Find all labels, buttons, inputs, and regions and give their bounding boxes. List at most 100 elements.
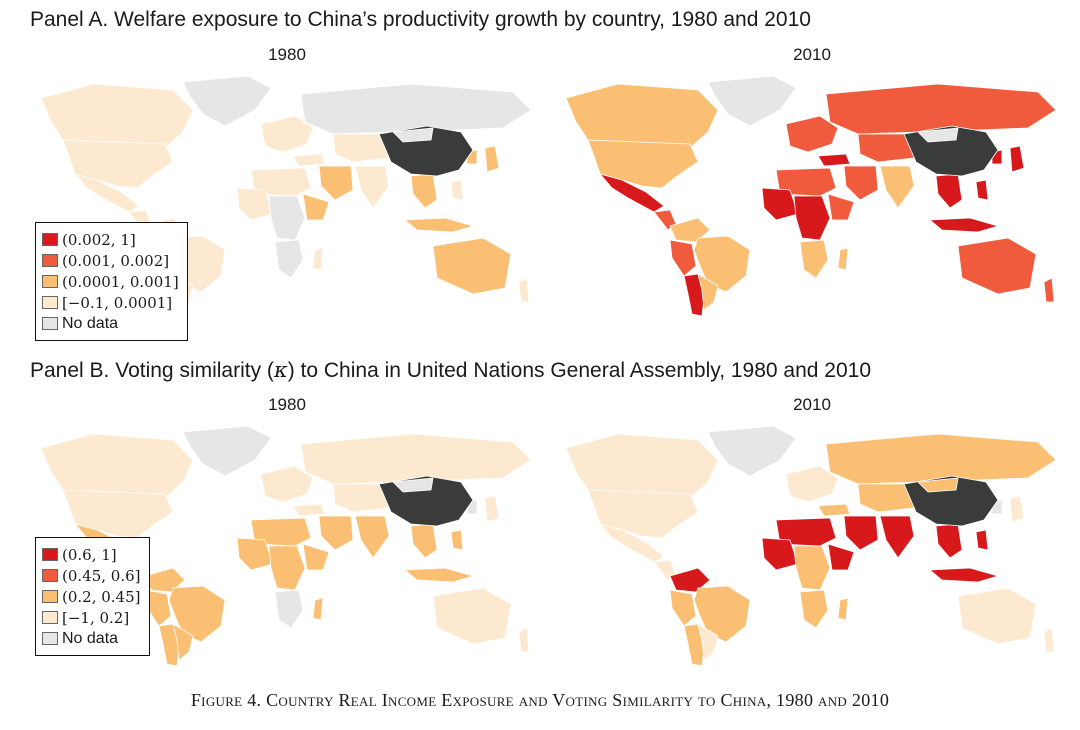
world-map-svg [565,425,1057,667]
world-map-svg [565,75,1057,317]
legend-swatch [42,548,58,561]
country-philippines [450,179,464,201]
country-greenland [182,425,272,477]
country-sea [935,523,963,559]
country-centralafrica [793,195,831,241]
country-australia [432,237,512,295]
country-russia [300,433,532,485]
country-madagascar [837,597,849,621]
legend-item: (0.2, 0.45] [42,586,141,607]
country-indonesia [929,567,999,583]
country-wafrica [761,187,799,221]
country-southasia [879,515,915,559]
country-hornafrica [302,193,330,221]
country-russia [825,433,1057,485]
country-southasia [354,515,390,559]
country-centralafrica [268,545,306,591]
legend-swatch [42,611,58,624]
country-europe [260,115,314,153]
country-usa [62,489,174,539]
legend-item: No data [42,313,179,334]
legend-item: [−1, 0.2] [42,607,141,628]
legend-swatch [42,296,58,309]
country-madagascar [312,247,324,271]
country-centralafrica [268,195,306,241]
country-australia [957,237,1037,295]
country-nz [1043,277,1055,303]
country-mongolia [917,127,959,143]
country-japan [484,145,500,173]
country-colven [669,567,711,593]
legend-item: (0.0001, 0.001] [42,271,179,292]
panel-a-year-2010: 2010 [793,45,831,64]
country-philippines [975,529,989,551]
country-southafrica [274,239,304,279]
panel-a-title: Panel A. Welfare exposure to China’s pro… [30,8,811,31]
country-sea [410,173,438,209]
legend-item: (0.002, 1] [42,229,179,250]
country-sea [410,523,438,559]
country-brazil [168,585,226,643]
country-sea [935,173,963,209]
country-centralafrica [793,545,831,591]
panel-a-year-1980: 1980 [268,45,306,64]
country-centralasia [857,483,915,513]
legend-swatch [42,632,58,645]
country-mongolia [392,127,434,143]
country-hornafrica [827,543,855,571]
country-russia [300,83,532,135]
panel-a-legend: (0.002, 1] (0.001, 0.002] (0.0001, 0.001… [35,222,188,341]
country-peru [669,239,697,277]
country-indonesia [929,217,999,233]
country-turkey [817,153,851,167]
country-usa [62,139,174,189]
country-mexico [74,173,140,213]
legend-item: (0.001, 0.002] [42,250,179,271]
country-japan [1009,495,1025,523]
country-madagascar [312,597,324,621]
country-southcone [697,623,719,661]
country-southcone [172,623,194,661]
country-australia [957,587,1037,645]
country-brazil [693,235,751,293]
country-australia [432,587,512,645]
legend-swatch [42,233,58,246]
country-nz [1043,627,1055,653]
legend-swatch [42,275,58,288]
country-middleeast [318,165,354,201]
country-southafrica [799,589,829,629]
panel-b-year-1980: 1980 [268,395,306,414]
country-japan [484,495,500,523]
legend-swatch [42,317,58,330]
country-middleeast [318,515,354,551]
country-southasia [879,165,915,209]
country-greenland [182,75,272,127]
panel-b-title: Panel B. Voting similarity (κ) to China … [30,358,872,382]
country-mongolia [392,477,434,493]
country-europe [785,465,839,503]
country-centralasia [332,483,390,513]
country-turkey [292,503,326,517]
country-usa [587,489,699,539]
legend-swatch [42,569,58,582]
country-peru [669,589,697,627]
country-colven [669,217,711,243]
panel-b-year-2010: 2010 [793,395,831,414]
country-wafrica [236,187,274,221]
country-nz [518,627,530,653]
country-philippines [450,529,464,551]
legend-item: [−0.1, 0.0001] [42,292,179,313]
country-hornafrica [827,193,855,221]
country-indonesia [404,567,474,583]
map-a-2010 [558,70,1058,320]
legend-swatch [42,254,58,267]
country-brazil [693,585,751,643]
country-centralasia [332,133,390,163]
country-wafrica [761,537,799,571]
country-southafrica [799,239,829,279]
country-southcone [697,273,719,311]
country-wafrica [236,537,274,571]
country-mexico [599,523,665,563]
country-russia [825,83,1057,135]
panel-b-legend: (0.6, 1] (0.45, 0.6] (0.2, 0.45] [−1, 0.… [35,537,150,656]
